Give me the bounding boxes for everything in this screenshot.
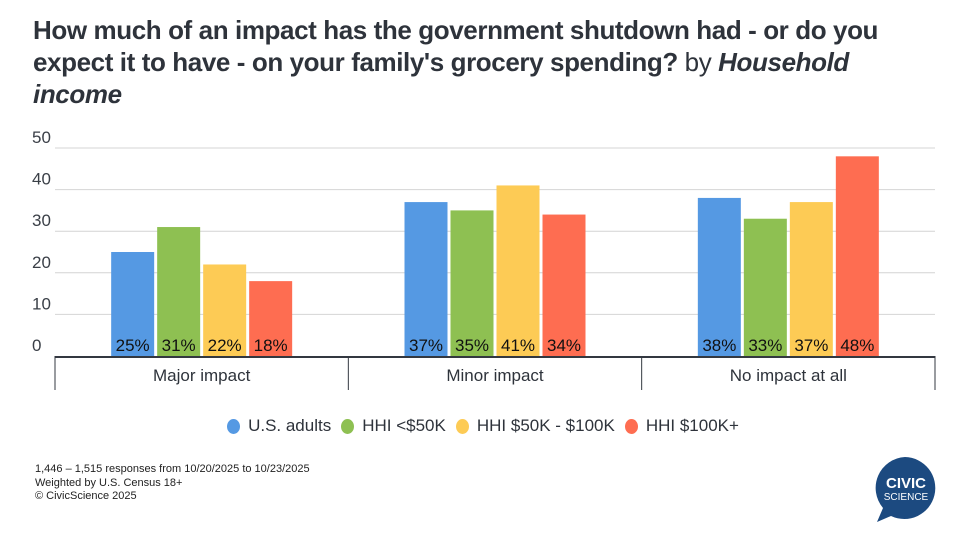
bar bbox=[697, 197, 741, 356]
legend: U.S. adults HHI <$50K HHI $50K - $100K HHI … bbox=[0, 416, 966, 439]
y-tick-label: 30 bbox=[32, 211, 51, 230]
legend-item: U.S. adults bbox=[227, 416, 331, 436]
data-label: 41% bbox=[501, 336, 535, 355]
footer-weighting: Weighted by U.S. Census 18+ bbox=[35, 476, 183, 489]
bar bbox=[404, 202, 448, 356]
x-category-label: No impact at all bbox=[730, 366, 847, 385]
logo-bubble-icon bbox=[875, 457, 936, 522]
bar-chart: 0 10 20 30 40 50 25% 31% 22% 18% 37% 35% 41% 34% 38% 3… bbox=[32, 128, 936, 390]
footer-notes: 1,446 – 1,515 responses from 10/20/2025 … bbox=[35, 463, 310, 504]
title-dimension: Household income bbox=[33, 47, 849, 109]
legend-label: HHI $50K - $100K bbox=[476, 416, 615, 435]
title-by: by bbox=[684, 47, 712, 77]
legend-dot-icon bbox=[455, 418, 469, 434]
data-label: 25% bbox=[116, 336, 150, 355]
data-label: 38% bbox=[702, 336, 736, 355]
legend-dot-icon bbox=[624, 418, 638, 434]
x-category-label: Minor impact bbox=[446, 366, 544, 385]
legend-item: HHI <$50K bbox=[341, 416, 446, 436]
logo-text-civic: CIVIC bbox=[886, 475, 926, 492]
x-axis: Major impact Minor impact No impact at all bbox=[54, 356, 936, 390]
y-tick-label: 0 bbox=[32, 336, 41, 355]
bar bbox=[249, 281, 293, 356]
bar bbox=[789, 202, 833, 356]
data-label: 33% bbox=[748, 336, 782, 355]
data-label: 22% bbox=[208, 336, 242, 355]
bar bbox=[450, 210, 494, 356]
footer-copyright: © CivicScience 2025 bbox=[35, 490, 137, 502]
logo-text-science: SCIENCE bbox=[884, 492, 929, 503]
data-label: 31% bbox=[162, 336, 196, 355]
data-label: 37% bbox=[794, 336, 828, 355]
gridlines bbox=[55, 147, 935, 315]
bar bbox=[111, 252, 155, 356]
bar bbox=[496, 185, 540, 356]
legend-label: U.S. adults bbox=[248, 416, 332, 435]
legend-dot-icon bbox=[341, 418, 355, 434]
civicscience-logo: CIVIC SCIENCE bbox=[875, 457, 936, 522]
footer-responses: 1,446 – 1,515 responses from 10/20/2025 … bbox=[35, 463, 310, 475]
bar bbox=[203, 264, 247, 356]
y-tick-label: 50 bbox=[32, 128, 51, 147]
x-category-label: Major impact bbox=[153, 366, 251, 385]
bar bbox=[157, 227, 201, 356]
y-tick-label: 20 bbox=[32, 253, 51, 272]
legend-item: HHI $50K - $100K bbox=[455, 416, 615, 436]
bar bbox=[542, 214, 586, 356]
y-tick-label: 10 bbox=[32, 294, 51, 313]
data-labels: 25% 31% 22% 18% 37% 35% 41% 34% 38% 33% 37% 48% bbox=[116, 336, 875, 355]
data-label: 18% bbox=[254, 336, 288, 355]
y-tick-label: 40 bbox=[32, 170, 51, 189]
data-label: 34% bbox=[547, 336, 581, 355]
y-axis-ticks: 0 10 20 30 40 50 bbox=[32, 128, 51, 355]
data-label: 48% bbox=[840, 336, 874, 355]
legend-label: HHI <$50K bbox=[362, 416, 446, 435]
bars bbox=[111, 156, 879, 356]
bar bbox=[743, 218, 787, 356]
data-label: 37% bbox=[409, 336, 443, 355]
chart-title: How much of an impact has the government… bbox=[33, 14, 943, 110]
legend-item: HHI $100K+ bbox=[624, 416, 739, 436]
bar bbox=[835, 156, 879, 356]
title-question: How much of an impact has the government… bbox=[33, 15, 879, 77]
legend-label: HHI $100K+ bbox=[645, 416, 739, 435]
legend-dot-icon bbox=[227, 418, 241, 434]
data-label: 35% bbox=[455, 336, 489, 355]
